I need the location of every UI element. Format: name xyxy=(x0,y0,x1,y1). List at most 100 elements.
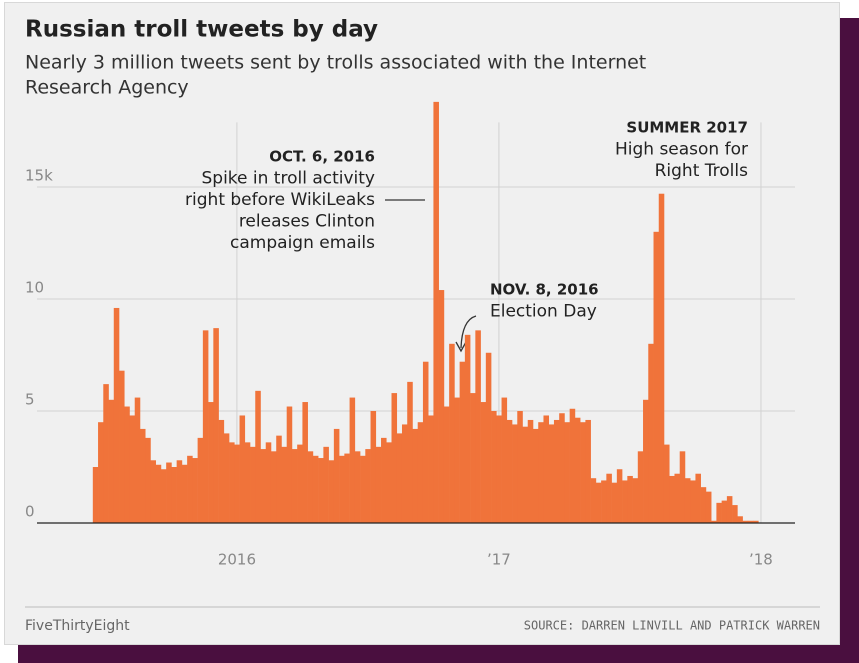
bar xyxy=(166,462,172,523)
x-tick-label: ’17 xyxy=(487,551,511,569)
bar xyxy=(381,437,387,523)
bar xyxy=(155,464,162,523)
bar xyxy=(401,424,408,523)
bar xyxy=(648,343,654,523)
bar xyxy=(270,451,277,523)
bar xyxy=(663,444,670,523)
bar xyxy=(569,408,576,523)
bar xyxy=(98,422,104,523)
bar xyxy=(506,419,513,523)
annotation-text: Election Day xyxy=(490,302,597,322)
bar xyxy=(527,419,534,523)
bar xyxy=(690,480,696,523)
bar xyxy=(674,473,681,523)
bar xyxy=(134,397,141,523)
bar xyxy=(606,473,612,523)
bar xyxy=(643,399,649,523)
bar xyxy=(187,455,193,523)
card xyxy=(4,2,840,645)
bar xyxy=(580,422,586,523)
bar xyxy=(291,449,298,523)
bar xyxy=(564,422,570,523)
bar xyxy=(700,487,707,523)
bar xyxy=(433,101,439,523)
bar xyxy=(239,415,246,523)
bar xyxy=(590,478,597,523)
y-tick-label: 0 xyxy=(25,503,35,521)
bar xyxy=(208,402,214,523)
bar xyxy=(108,399,115,523)
bar xyxy=(616,469,623,523)
bar xyxy=(229,442,235,523)
bar xyxy=(747,520,754,523)
bar xyxy=(213,328,219,523)
annotation-heading: SUMMER 2017 xyxy=(626,119,748,137)
bar xyxy=(176,460,183,523)
bar xyxy=(234,444,240,523)
bar xyxy=(92,467,99,523)
bar xyxy=(333,428,340,523)
bar xyxy=(129,415,136,523)
bar xyxy=(548,424,555,523)
annotation-heading: NOV. 8, 2016 xyxy=(490,281,599,299)
bar xyxy=(202,330,209,523)
annotation-heading: OCT. 6, 2016 xyxy=(269,148,375,166)
chart-title: Russian troll tweets by day xyxy=(25,17,378,43)
bar xyxy=(574,417,581,523)
bar xyxy=(658,193,665,523)
bar xyxy=(145,437,151,523)
annotation-text: campaign emails xyxy=(230,233,375,253)
bar xyxy=(375,446,382,523)
bar xyxy=(517,411,523,523)
subtitle: Research Agency xyxy=(25,77,189,99)
bar xyxy=(286,406,293,523)
bar xyxy=(428,415,434,523)
bar xyxy=(218,419,225,523)
bar xyxy=(559,413,565,523)
bar xyxy=(705,491,712,523)
bar xyxy=(753,520,759,523)
bar xyxy=(412,428,419,523)
bar xyxy=(250,446,256,523)
bar xyxy=(622,480,628,523)
bar xyxy=(632,478,639,523)
bar xyxy=(732,505,738,523)
bar xyxy=(192,458,198,523)
bar xyxy=(391,393,398,523)
bar xyxy=(365,449,371,523)
bar xyxy=(302,402,308,523)
bar xyxy=(543,415,550,523)
bar xyxy=(512,424,518,523)
bar xyxy=(464,334,471,523)
bar xyxy=(297,444,303,523)
bar xyxy=(726,496,733,523)
footer-left: FiveThirtyEight xyxy=(25,618,130,634)
bar xyxy=(103,384,109,523)
bar xyxy=(265,442,272,523)
bar xyxy=(307,451,314,523)
bar xyxy=(742,520,749,523)
bar xyxy=(328,460,335,523)
bar xyxy=(360,455,366,523)
bar xyxy=(386,442,392,523)
x-tick-label: ’18 xyxy=(749,551,773,569)
bar xyxy=(160,469,167,523)
bar xyxy=(669,475,675,523)
bar xyxy=(695,473,701,523)
bar xyxy=(370,411,377,523)
bar xyxy=(711,520,717,523)
bar xyxy=(480,402,487,523)
bar xyxy=(255,390,261,523)
arrow xyxy=(460,315,477,349)
bar xyxy=(522,426,529,523)
bar xyxy=(171,467,177,523)
bar xyxy=(470,393,476,523)
bar xyxy=(181,464,188,523)
bar xyxy=(276,435,282,523)
bar xyxy=(595,482,602,523)
bar xyxy=(344,453,350,523)
bar xyxy=(339,455,345,523)
bar xyxy=(281,446,287,523)
